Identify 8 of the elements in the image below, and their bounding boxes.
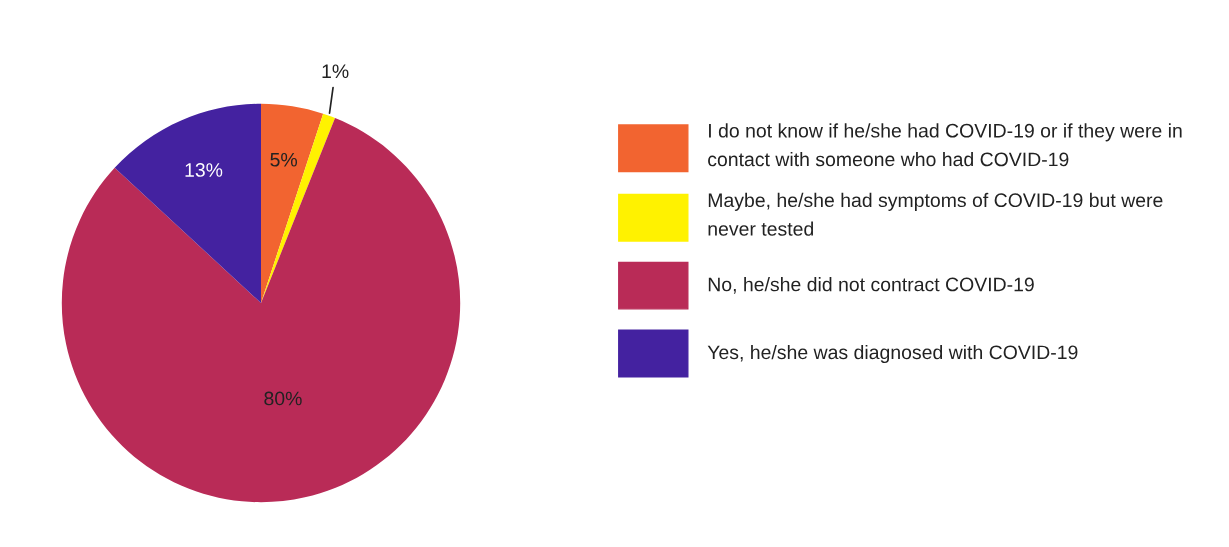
data-label: 13% — [185, 163, 223, 177]
legend-label: Maybe, he/she had symptoms of COVID-19 but were never tested — [708, 192, 1163, 236]
data-label: 1% — [322, 64, 349, 79]
data-label: 5% — [270, 152, 298, 167]
legend-label: No, he/she did not contract COVID-19 — [708, 277, 1034, 294]
legend-label: Yes, he/she was diagnosed with COVID-19 — [707, 344, 1078, 364]
data-label: 80% — [264, 391, 302, 406]
legend-label: I do not know if he/she had COVID-19 or if they were in contact with someone who had COVID-19 — [708, 123, 1182, 167]
